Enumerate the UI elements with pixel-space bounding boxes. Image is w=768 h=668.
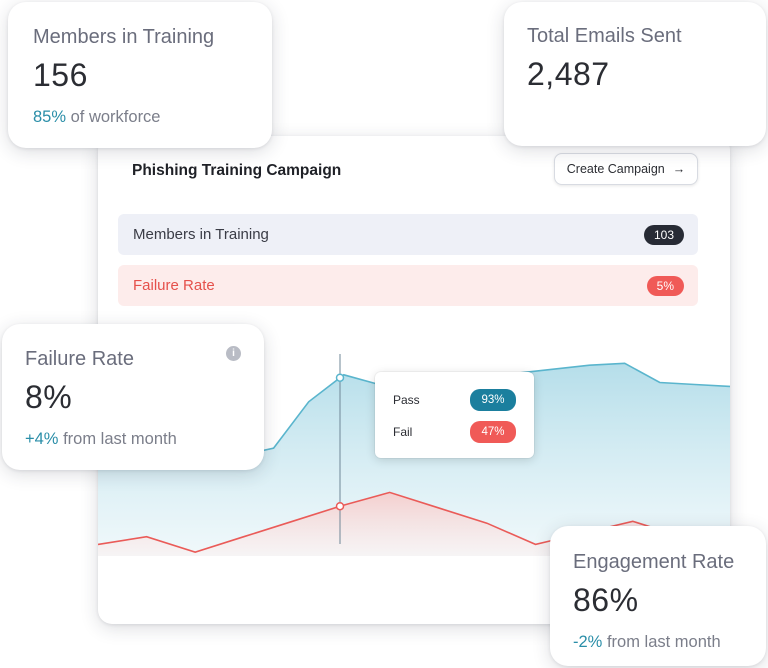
card-label: Members in Training: [33, 26, 215, 48]
engagement-rate-card: Engagement Rate 86% -2% from last month: [550, 526, 766, 666]
card-value: 86%: [573, 582, 639, 618]
tooltip-fail-label: Fail: [393, 425, 413, 439]
panel-title: Phishing Training Campaign: [132, 162, 342, 179]
fail-series-line: [98, 491, 730, 553]
tooltip-pass-label: Pass: [393, 393, 420, 407]
tooltip-pass-value: 93%: [470, 389, 516, 411]
pass-series-area: [98, 363, 730, 556]
create-campaign-label: Create Campaign: [566, 162, 665, 176]
members-in-training-row[interactable]: Members in Training 103: [118, 214, 698, 255]
card-change: -2%: [573, 633, 603, 651]
card-change-text: from last month: [606, 633, 721, 651]
create-campaign-button[interactable]: Create Campaign →: [554, 153, 698, 185]
members-badge: 103: [643, 224, 684, 245]
card-change-text: of workforce: [70, 108, 161, 126]
card-subtext: 85% of workforce: [33, 108, 272, 127]
card-label: Total Emails Sent: [527, 25, 682, 47]
failure-rate-card: Failure Rate i 8% +4% from last month: [2, 324, 264, 470]
failure-badge: 5%: [646, 275, 684, 296]
row-label: Members in Training: [133, 226, 269, 243]
failure-rate-row[interactable]: Failure Rate 5%: [118, 265, 698, 306]
tooltip-fail-value: 47%: [470, 421, 516, 443]
info-icon[interactable]: i: [226, 346, 241, 361]
arrow-right-icon: →: [672, 162, 686, 176]
total-emails-sent-card: Total Emails Sent 2,487: [504, 2, 766, 146]
card-subtext: -2% from last month: [573, 633, 766, 652]
pass-hover-marker: [335, 373, 345, 382]
card-value: 2,487: [527, 56, 610, 92]
card-subtext: +4% from last month: [25, 430, 264, 449]
card-change-text: from last month: [63, 430, 177, 448]
card-value: 8%: [25, 379, 73, 415]
card-label: Engagement Rate: [573, 551, 735, 573]
chart-tooltip: Pass 93% Fail 47%: [375, 372, 534, 458]
row-label: Failure Rate: [133, 277, 215, 294]
members-in-training-card: Members in Training 156 85% of workforce: [8, 2, 272, 148]
card-value: 156: [33, 57, 88, 93]
fail-hover-marker: [335, 501, 345, 511]
card-change: +4%: [25, 430, 59, 448]
card-change: 85%: [33, 108, 67, 126]
card-label: Failure Rate: [25, 348, 134, 370]
